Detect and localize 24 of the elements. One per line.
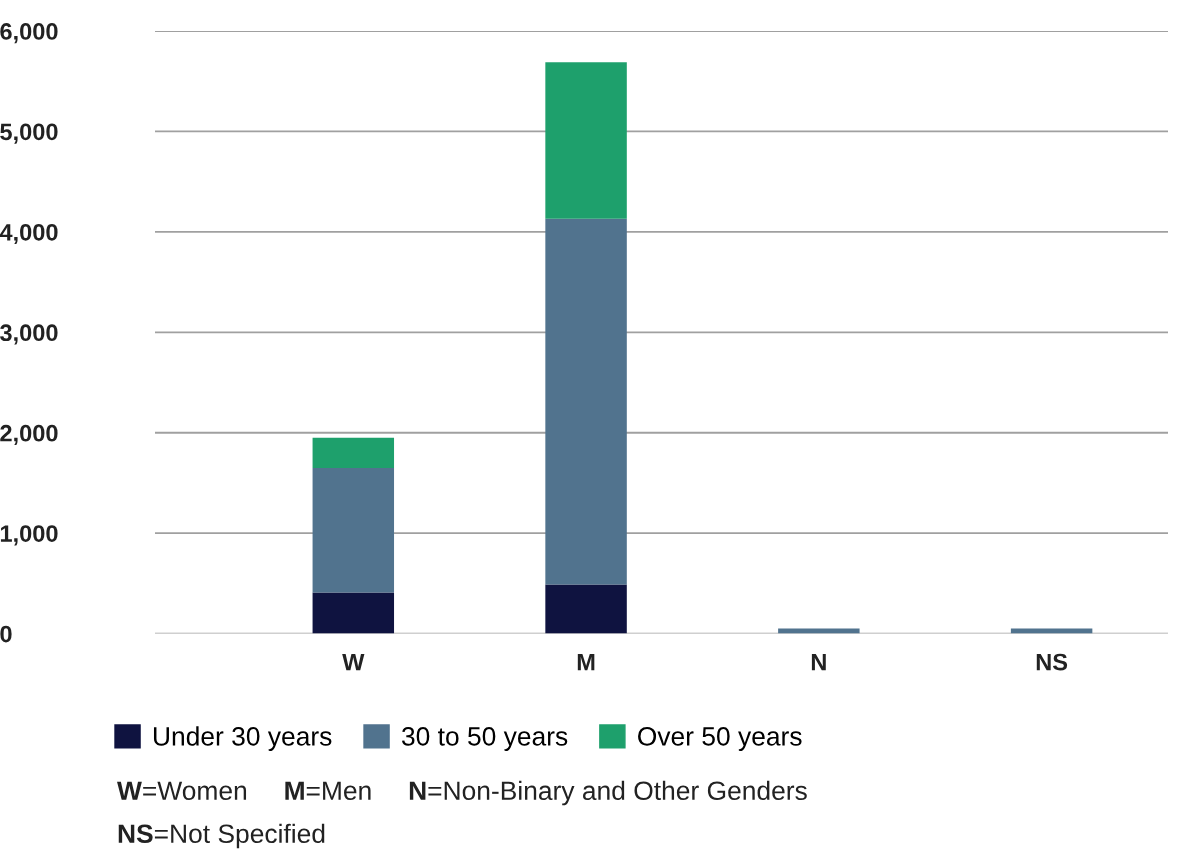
text: N=Non-Binary and Other Genders <box>409 780 807 806</box>
y-tick-label: 1,000 <box>0 525 58 546</box>
y-tick-label: 5,000 <box>0 123 58 144</box>
legend-label: 30 to 50 years <box>401 727 568 751</box>
legend-label: Under 30 years <box>153 726 332 751</box>
bar <box>312 467 395 593</box>
y-tick-label: 6,000 <box>0 23 58 44</box>
bar <box>312 592 395 634</box>
y-tick-label: 4,000 <box>0 223 58 245</box>
text: M=Men <box>285 781 371 801</box>
y-tick-label: 2,000 <box>0 424 58 445</box>
x-tick-label: W <box>342 653 365 671</box>
bar <box>545 218 627 585</box>
text: W=Women <box>117 781 247 801</box>
x-tick-label: M <box>577 653 595 671</box>
bar <box>312 437 395 468</box>
x-tick-label: N <box>811 653 826 671</box>
legend-label: Over 50 years <box>638 727 802 751</box>
x-tick-label: NS <box>1036 653 1068 671</box>
bar <box>545 62 627 219</box>
text: NS=Not Specified <box>118 823 325 849</box>
y-tick-label: 3,000 <box>0 324 58 345</box>
y-tick-label: 0 <box>0 625 12 643</box>
bar <box>545 584 627 634</box>
